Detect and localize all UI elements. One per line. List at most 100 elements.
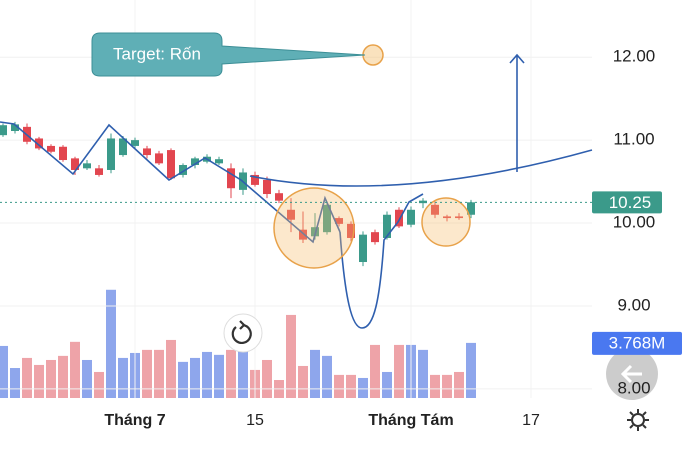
settings-button[interactable] [627,409,649,431]
y-tick-label: 12.00 [613,47,656,66]
volume-bar [214,354,224,398]
settings-spokes [627,409,649,431]
settings-icon[interactable] [631,413,645,427]
volume-bar [202,351,212,398]
last-price-label: 10.25 [609,193,652,212]
candle-body [83,163,91,169]
candle-body [443,216,451,219]
candle-body [407,209,415,225]
candle-body [107,138,115,170]
volume-bar [226,349,236,398]
candle-body [119,138,127,156]
cup-curve [249,149,593,187]
target-circle [362,44,384,66]
last-price-box [592,191,662,214]
y-tick-label: 8.00 [617,378,650,397]
candle-body [371,232,379,243]
reset-button[interactable] [223,313,263,353]
candle-body [59,146,67,161]
candle-body [395,209,403,227]
highlight-circle [273,187,355,269]
bottom-curve [339,193,424,329]
volume-bar [346,374,356,398]
candle-body [179,165,187,175]
x-tick-label: 15 [246,412,264,429]
candle-body [323,204,331,233]
reset-bg[interactable] [223,313,263,353]
y-tick-label: 11.00 [613,130,654,149]
x-tick-label: 17 [522,412,540,429]
candle-body [191,158,199,166]
x-tick-label: Tháng 7 [104,412,165,429]
volume-bar [58,355,68,398]
volume-bar [382,371,392,398]
candle-body [11,124,19,132]
zigzag-line [0,121,341,244]
candle-body [35,138,43,149]
volume-bar [70,341,80,398]
callout [91,32,366,77]
volume-bar [394,344,404,398]
candle-body [299,229,307,240]
y-tick-label: 10.00 [613,213,656,232]
volume-bar [358,377,368,398]
volume-bar [322,355,332,398]
volume-bar [310,349,320,398]
candles-layer [0,121,475,267]
highlight-circle [421,197,471,247]
volume-bar [82,359,92,398]
candle-body [287,209,295,220]
volume-bar [10,368,20,398]
volume-bar [370,344,380,398]
volume-bar [454,371,464,398]
volume-bar [238,334,248,398]
candle-body [347,223,355,238]
candle-body [455,216,463,219]
volume-bar [430,374,440,398]
volume-bar [34,364,44,398]
volume-bar [466,342,476,398]
candle-body [215,159,223,164]
candle-body [143,148,151,156]
volume-bar [262,359,272,398]
candle-body [419,200,427,204]
volume-bar [190,357,200,398]
pattern-lines [0,53,593,329]
volume-bar [118,357,128,398]
volume-bar [22,357,32,398]
candle-body [335,218,343,224]
candle-body [251,174,259,185]
candle-body [431,204,439,215]
candle-body [383,214,391,238]
volume-layer [0,289,476,398]
volume-bar [0,345,8,398]
volume-bar [154,349,164,398]
x-tick-label: Tháng Tám [368,412,453,429]
scroll-icon [620,364,642,384]
candle-body [95,168,103,175]
reset-icon-head [239,320,246,330]
volume-bar [418,349,428,398]
candle-body [227,168,235,189]
volume-label: 3.768M [609,333,666,352]
target-arrow-head [509,53,525,64]
candle-body [0,125,7,136]
candle-body [47,145,55,152]
volume-bar [334,374,344,398]
y-tick-label: 9.00 [617,295,650,314]
volume-bar [94,371,104,398]
volume-bar [46,359,56,398]
candle-body [467,202,475,215]
volume-label-box [592,331,682,355]
volume-bar [106,289,116,398]
candle-body [359,234,367,263]
scroll-button[interactable] [606,348,658,400]
candle-body [131,140,139,146]
volume-bar [286,314,296,398]
candle-body [155,153,163,164]
reset-icon [231,323,252,345]
callout-text: Target: Rốn [113,44,201,63]
volume-bar [298,365,308,398]
